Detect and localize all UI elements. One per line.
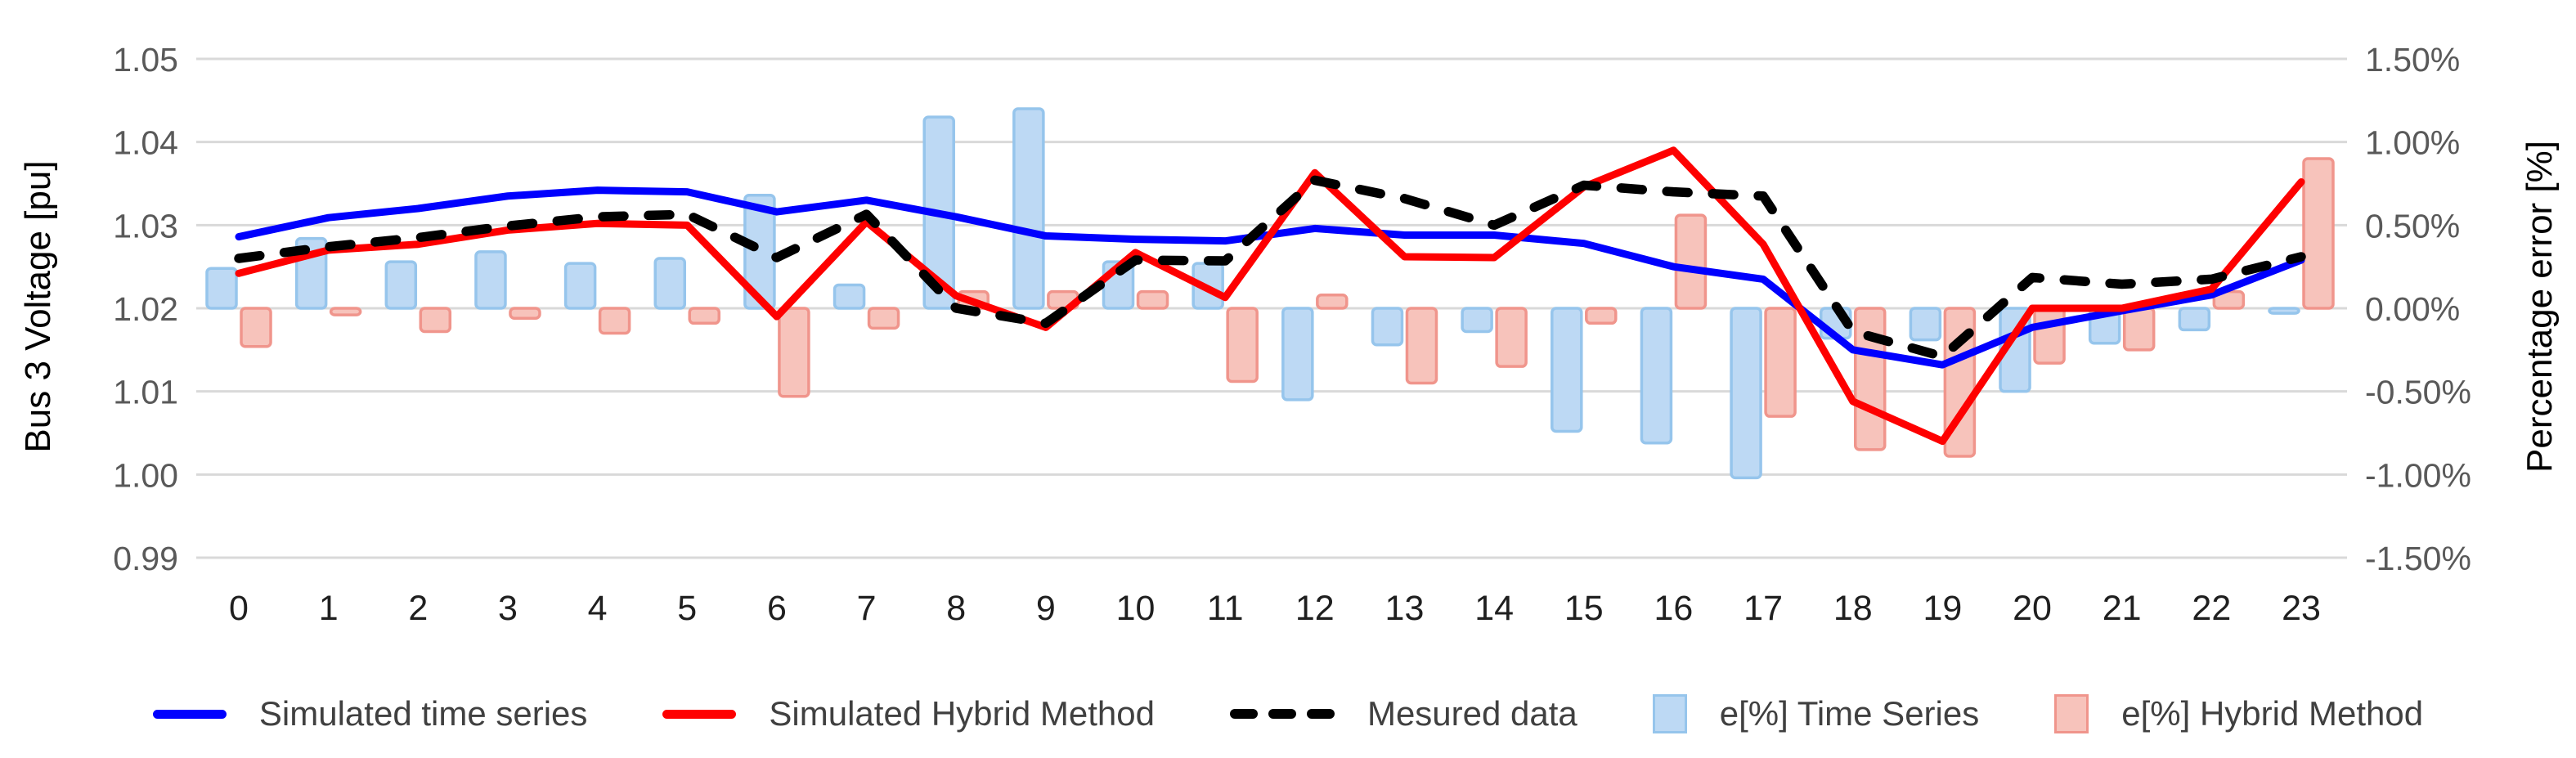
x-tick-label: 0 (229, 589, 249, 628)
error-bar (563, 262, 597, 310)
error-bar (1909, 307, 1942, 342)
series-line (235, 146, 2305, 446)
series-line (234, 175, 2306, 361)
error-bar (1551, 307, 1583, 433)
legend: Simulated time series Simulated Hybrid M… (0, 685, 2576, 742)
legend-label: Simulated time series (258, 694, 588, 733)
blue-bar-swatch-icon (1652, 694, 1687, 733)
x-tick-label: 23 (2282, 589, 2321, 628)
legend-item-simulated-hybrid-method: Simulated Hybrid Method (662, 694, 1155, 733)
error-bar (1674, 213, 1708, 310)
legend-label: e[%] Hybrid Method (2121, 694, 2424, 733)
x-tick-label: 13 (1385, 589, 1425, 628)
error-bar (1585, 307, 1618, 325)
red-line-swatch-icon (662, 709, 737, 719)
error-bar (867, 307, 900, 330)
right-tick-label: 1.00% (2365, 124, 2460, 162)
legend-item-error-time-series: e[%] Time Series (1652, 694, 1980, 733)
x-tick-label: 12 (1295, 589, 1335, 628)
left-tick-label: 1.01 (113, 374, 178, 411)
right-tick-label: 1.50% (2365, 41, 2460, 78)
right-tick-label: 0.00% (2365, 290, 2460, 328)
error-bar (1371, 307, 1404, 347)
error-bar (1136, 289, 1169, 310)
legend-item-mesured-data: Mesured data (1229, 694, 1577, 733)
error-bar (1405, 307, 1438, 385)
x-tick-label: 2 (408, 589, 428, 628)
salmon-bar-swatch-icon (2054, 694, 2089, 733)
right-tick-label: -0.50% (2365, 374, 2471, 411)
error-bar (778, 307, 810, 398)
error-bar (1764, 307, 1797, 418)
error-bar (509, 307, 541, 320)
x-tick-label: 18 (1833, 589, 1873, 628)
x-tick-label: 5 (677, 589, 697, 628)
error-bar (743, 193, 776, 310)
error-bar (2302, 157, 2335, 310)
black-dash-swatch-icon (1229, 709, 1335, 719)
right-tick-label: 0.50% (2365, 207, 2460, 244)
x-tick-label: 21 (2103, 589, 2142, 628)
legend-item-simulated-time-series: Simulated time series (152, 694, 588, 733)
error-bar (1226, 307, 1259, 383)
x-tick-label: 7 (857, 589, 877, 628)
error-bar (598, 307, 631, 335)
error-bar (1730, 307, 1762, 480)
x-tick-label: 4 (588, 589, 608, 628)
right-tick-label: -1.00% (2365, 456, 2471, 494)
legend-label: Simulated Hybrid Method (769, 694, 1155, 733)
blue-line-swatch-icon (152, 709, 227, 719)
error-bar (1461, 307, 1493, 334)
error-bar (1316, 293, 1349, 310)
error-bar (419, 307, 452, 334)
left-tick-label: 1.02 (113, 290, 178, 328)
left-tick-label: 1.00 (113, 456, 178, 494)
error-bar (1012, 107, 1045, 310)
left-tick-label: 1.03 (113, 207, 178, 244)
error-bar (688, 307, 721, 325)
x-tick-label: 3 (498, 589, 518, 628)
error-bar (2122, 307, 2156, 352)
error-bar (2178, 307, 2211, 332)
error-bar (2033, 307, 2066, 365)
x-tick-label: 15 (1564, 589, 1604, 628)
x-tick-label: 22 (2192, 589, 2231, 628)
x-tick-label: 9 (1036, 589, 1056, 628)
error-bar (384, 260, 418, 310)
x-tick-label: 6 (767, 589, 787, 628)
error-bar (2268, 307, 2300, 315)
error-bar (832, 283, 866, 310)
error-bar (1640, 307, 1673, 445)
error-bar (1853, 307, 1887, 451)
legend-item-error-hybrid-method: e[%] Hybrid Method (2054, 694, 2423, 733)
legend-label: e[%] Time Series (1719, 694, 1980, 733)
error-bar (474, 250, 507, 310)
left-tick-label: 1.05 (113, 41, 178, 78)
x-tick-label: 17 (1744, 589, 1783, 628)
error-bar (653, 257, 687, 310)
left-tick-label: 1.04 (113, 124, 178, 162)
x-tick-label: 14 (1474, 589, 1514, 628)
x-tick-label: 8 (946, 589, 966, 628)
x-tick-label: 10 (1116, 589, 1156, 628)
series-line (235, 186, 2305, 369)
x-tick-label: 20 (2013, 589, 2052, 628)
left-axis-title: Bus 3 Voltage [pu] (18, 160, 58, 453)
x-tick-label: 16 (1654, 589, 1694, 628)
x-tick-label: 19 (1923, 589, 1962, 628)
error-bar (205, 267, 238, 310)
error-bar (1495, 307, 1528, 368)
right-tick-label: -1.50% (2365, 540, 2471, 577)
legend-label: Mesured data (1367, 694, 1577, 733)
x-tick-label: 11 (1207, 589, 1244, 628)
error-bar (1281, 307, 1314, 401)
x-tick-label: 1 (319, 589, 339, 628)
right-axis-title: Percentage error [%] (2520, 141, 2560, 473)
error-bar (329, 307, 362, 316)
error-bar (240, 307, 272, 348)
left-tick-label: 0.99 (113, 540, 178, 577)
